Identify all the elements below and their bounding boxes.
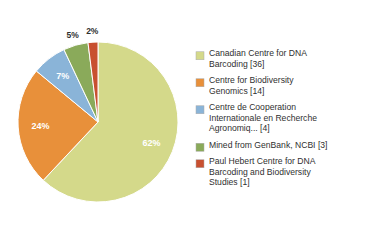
data-label: 24%: [32, 121, 50, 131]
legend-label: Mined from GenBank, NCBI [3]: [209, 140, 327, 150]
chart: 62% 24% 7% 5% 2% Canadian Centre for DNABarco…: [0, 0, 380, 240]
data-labels: 62% 24% 7% 5% 2%: [32, 26, 161, 148]
pie-slice: [64, 43, 98, 122]
legend-label: Centre for BiodiversityGenomics [14]: [209, 76, 294, 97]
data-label: 7%: [56, 71, 69, 81]
pie-slice: [88, 42, 98, 122]
legend-swatch: [196, 160, 204, 168]
legend-swatch: [196, 106, 204, 114]
data-label: 5%: [66, 30, 79, 40]
legend-swatch: [196, 52, 204, 60]
slices: [18, 42, 178, 202]
data-label: 62%: [143, 138, 161, 148]
data-label: 2%: [86, 26, 99, 36]
legend-swatch: [196, 79, 204, 87]
legend-swatch: [196, 143, 204, 151]
legend-label: Canadian Centre for DNABarcoding [36]: [209, 49, 307, 70]
legend-label: Paul Hebert Centre for DNABarcoding and …: [209, 157, 316, 188]
legend-label: Centre de CooperationInternationale en R…: [209, 103, 317, 134]
legend: Canadian Centre for DNABarcoding [36] Cen…: [196, 49, 327, 188]
